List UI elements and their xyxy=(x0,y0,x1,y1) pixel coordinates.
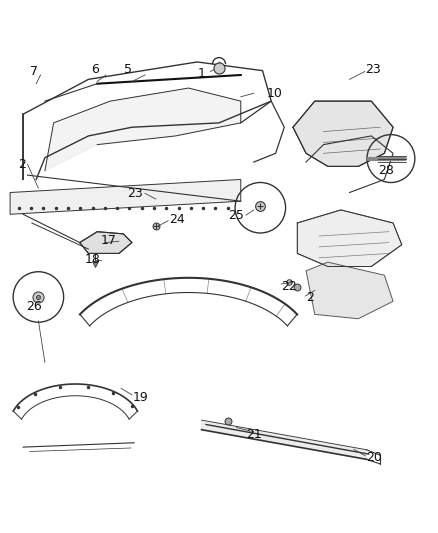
Text: 1: 1 xyxy=(198,67,205,80)
Text: 5: 5 xyxy=(124,63,131,76)
Text: 21: 21 xyxy=(246,427,261,441)
Text: 17: 17 xyxy=(101,234,117,247)
Polygon shape xyxy=(80,232,132,254)
Text: 20: 20 xyxy=(366,451,382,464)
Text: 6: 6 xyxy=(91,63,99,76)
Polygon shape xyxy=(45,88,241,171)
Text: 23: 23 xyxy=(127,187,143,200)
Text: 2: 2 xyxy=(18,158,26,171)
Polygon shape xyxy=(306,262,393,319)
Text: 18: 18 xyxy=(85,254,101,266)
Text: 23: 23 xyxy=(365,63,381,76)
Polygon shape xyxy=(293,101,393,166)
Text: 26: 26 xyxy=(26,300,42,313)
Text: 28: 28 xyxy=(378,164,395,177)
Text: 25: 25 xyxy=(228,208,244,222)
Text: 7: 7 xyxy=(30,65,38,78)
Text: 22: 22 xyxy=(281,280,297,293)
Text: 19: 19 xyxy=(133,391,148,403)
Text: 10: 10 xyxy=(267,87,283,100)
Polygon shape xyxy=(10,180,241,214)
Polygon shape xyxy=(201,420,367,459)
Text: 24: 24 xyxy=(169,213,185,226)
Text: 2: 2 xyxy=(306,292,314,304)
Polygon shape xyxy=(297,210,402,266)
